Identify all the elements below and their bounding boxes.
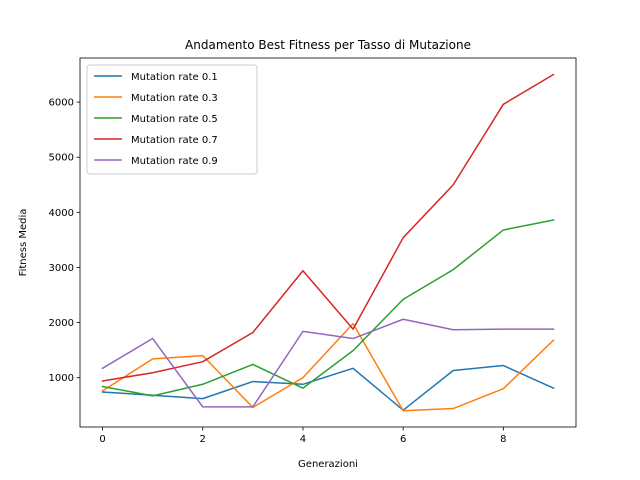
y-tick-label: 1000: [49, 373, 74, 384]
x-tick-label: 2: [200, 434, 206, 445]
x-tick-label: 4: [300, 434, 306, 445]
series-line-4: [101, 73, 555, 382]
series-line-1: [101, 364, 555, 411]
x-tick-label: 0: [99, 434, 105, 445]
axes-border: [79, 57, 577, 428]
y-tick-label: 6000: [49, 98, 74, 109]
legend-entry-label: Mutation rate 0.1: [131, 72, 218, 83]
y-tick-label: 4000: [49, 208, 74, 219]
legend-entry-label: Mutation rate 0.9: [131, 156, 218, 167]
legend-entry-label: Mutation rate 0.5: [131, 114, 218, 125]
legend: Mutation rate 0.1 Mutation rate 0.3 Mutati…: [86, 64, 258, 175]
series-line-3: [101, 219, 555, 397]
series-line-2: [101, 322, 555, 412]
axis-ticks: 0 2 4 6 8 1000 2000 3000 4000 5000 6000: [49, 98, 507, 445]
y-axis-label: Fitness Media: [18, 209, 29, 277]
legend-box: [86, 64, 258, 175]
x-tick-label: 8: [500, 434, 506, 445]
x-axis-label: Generazioni: [298, 459, 358, 470]
legend-entry-label: Mutation rate 0.3: [131, 93, 218, 104]
chart-title: Andamento Best Fitness per Tasso di Muta…: [185, 38, 471, 52]
y-tick-label: 3000: [49, 263, 74, 274]
axes-frame: [79, 57, 577, 428]
series-line-5: [101, 318, 555, 408]
legend-entry-label: Mutation rate 0.7: [131, 135, 218, 146]
y-tick-label: 5000: [49, 153, 74, 164]
y-tick-label: 2000: [49, 318, 74, 329]
series-lines: [101, 73, 555, 412]
x-tick-label: 6: [400, 434, 406, 445]
